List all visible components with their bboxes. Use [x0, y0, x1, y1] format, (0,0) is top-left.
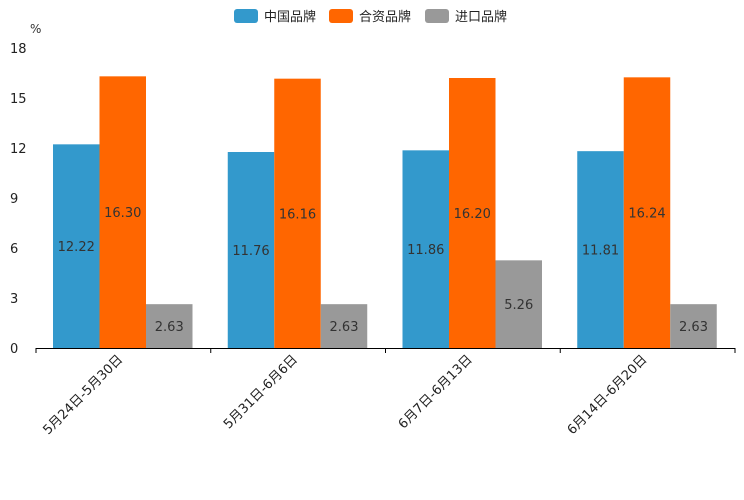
data-label: 2.63	[679, 320, 708, 335]
x-tick-label: 6月7日-6月13日	[396, 352, 476, 432]
data-label: 12.22	[58, 240, 95, 255]
legend-label-3: 进口品牌	[455, 9, 507, 25]
x-tick-label: 5月24日-5月30日	[40, 352, 126, 438]
data-label: 11.86	[407, 243, 444, 258]
bar-2-3	[449, 78, 496, 348]
bar-2-4	[623, 77, 671, 348]
bar-1-2	[227, 152, 275, 348]
y-tick-label: 12	[10, 142, 27, 157]
x-axis: 5月24日-5月30日 5月31日-6月6日 6月7日-6月13日 6月14日-6月2…	[35, 348, 736, 438]
legend-swatch-3	[425, 9, 449, 23]
bar-3-3	[495, 260, 542, 348]
y-tick-label: 3	[10, 292, 18, 307]
x-tick-label: 6月14日-6月20日	[565, 352, 651, 438]
legend-label-2: 合资品牌	[359, 9, 411, 25]
legend-swatch-1	[234, 9, 258, 23]
legend-swatch-2	[329, 9, 353, 23]
data-label: 11.76	[232, 244, 269, 259]
data-label: 16.30	[104, 206, 141, 221]
y-unit-label: %	[30, 22, 41, 36]
data-label: 16.24	[628, 207, 665, 222]
data-label: 11.81	[582, 244, 619, 259]
bar-1-1	[53, 144, 100, 348]
y-tick-label: 15	[10, 92, 27, 107]
legend-label-1: 中国品牌	[264, 9, 316, 25]
data-label: 5.26	[504, 298, 533, 313]
bar-1-3	[402, 150, 449, 348]
data-label: 2.63	[155, 320, 184, 335]
x-tick-label: 5月31日-6月6日	[221, 352, 301, 432]
y-tick-label: 6	[10, 242, 18, 257]
data-label: 16.20	[454, 207, 491, 222]
bar-2-1	[99, 76, 146, 348]
bar-2-2	[274, 78, 321, 349]
bar-3-1	[146, 304, 193, 348]
y-tick-label: 18	[10, 42, 27, 57]
legend: 中国品牌 合资品牌 进口品牌	[234, 9, 507, 25]
bar-1-4	[577, 151, 624, 348]
bar-3-4	[670, 304, 717, 348]
y-tick-label: 0	[10, 342, 18, 357]
data-label: 16.16	[279, 207, 316, 222]
data-label: 2.63	[330, 320, 359, 335]
y-tick-label: 9	[10, 192, 18, 207]
y-axis: 0 3 6 9 12 15 18	[10, 42, 27, 357]
bars: 12.22 16.30 2.63 11.76 16.16 2.63 11.86 16.20 5.…	[53, 76, 717, 349]
bar-3-2	[320, 304, 368, 348]
